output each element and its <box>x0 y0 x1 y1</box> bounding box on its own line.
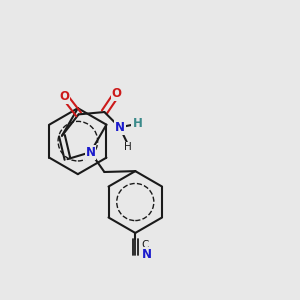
Text: C: C <box>142 240 149 250</box>
Text: H: H <box>132 117 142 130</box>
Text: H: H <box>124 142 132 152</box>
Text: O: O <box>59 90 70 103</box>
Text: N: N <box>115 121 125 134</box>
Text: N: N <box>85 146 95 159</box>
Text: N: N <box>142 248 152 261</box>
Text: O: O <box>112 87 122 100</box>
